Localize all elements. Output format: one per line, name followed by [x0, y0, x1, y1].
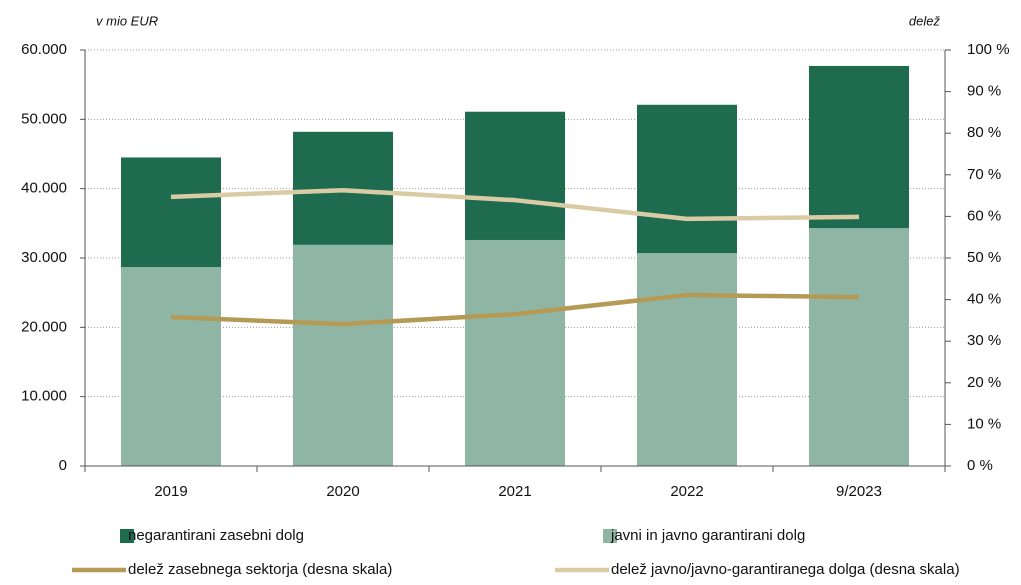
y2-tick-label: 20 %	[967, 374, 1001, 391]
y2-tick-label: 30 %	[967, 332, 1001, 349]
bar	[121, 157, 221, 268]
line	[170, 292, 860, 327]
y-axis-label: v mio EUR	[96, 13, 158, 28]
x-tick-label: 2021	[498, 483, 531, 500]
bar	[293, 244, 393, 466]
legend-swatch	[603, 529, 617, 543]
bar	[809, 65, 909, 229]
y-tick-label: 50.000	[21, 110, 67, 127]
bar	[465, 239, 565, 466]
y-tick-label: 0	[59, 457, 67, 474]
y2-tick-label: 60 %	[967, 207, 1001, 224]
y-tick-label: 60.000	[21, 41, 67, 58]
bar	[121, 267, 221, 466]
legend-label: delež javno/javno-garantiranega dolga (d…	[611, 561, 960, 578]
bar	[465, 111, 565, 240]
y2-tick-label: 80 %	[967, 124, 1001, 141]
y2-tick-label: 90 %	[967, 83, 1001, 100]
legend-label: negarantirani zasebni dolg	[128, 527, 304, 544]
y-tick-label: 40.000	[21, 180, 67, 197]
y2-tick-label: 40 %	[967, 291, 1001, 308]
x-tick-label: 9/2023	[836, 483, 882, 500]
y-tick-label: 10.000	[21, 388, 67, 405]
y2-tick-label: 100 %	[967, 41, 1010, 58]
bar	[637, 104, 737, 254]
y2-tick-label: 0 %	[967, 457, 993, 474]
y-tick-label: 20.000	[21, 318, 67, 335]
x-tick-label: 2019	[154, 483, 187, 500]
x-tick-label: 2022	[670, 483, 703, 500]
line	[170, 187, 860, 222]
y-tick-label: 30.000	[21, 249, 67, 266]
bar	[809, 228, 909, 466]
y2-tick-label: 50 %	[967, 249, 1001, 266]
x-tick-label: 2020	[326, 483, 359, 500]
bar	[637, 253, 737, 466]
legend-label: javni in javno garantirani dolg	[610, 527, 805, 544]
y2-axis-label: delež	[909, 13, 941, 28]
y2-tick-label: 70 %	[967, 166, 1001, 183]
y2-tick-label: 10 %	[967, 415, 1001, 432]
legend-label: delež zasebnega sektorja (desna skala)	[128, 561, 392, 578]
legend-swatch	[120, 529, 134, 543]
